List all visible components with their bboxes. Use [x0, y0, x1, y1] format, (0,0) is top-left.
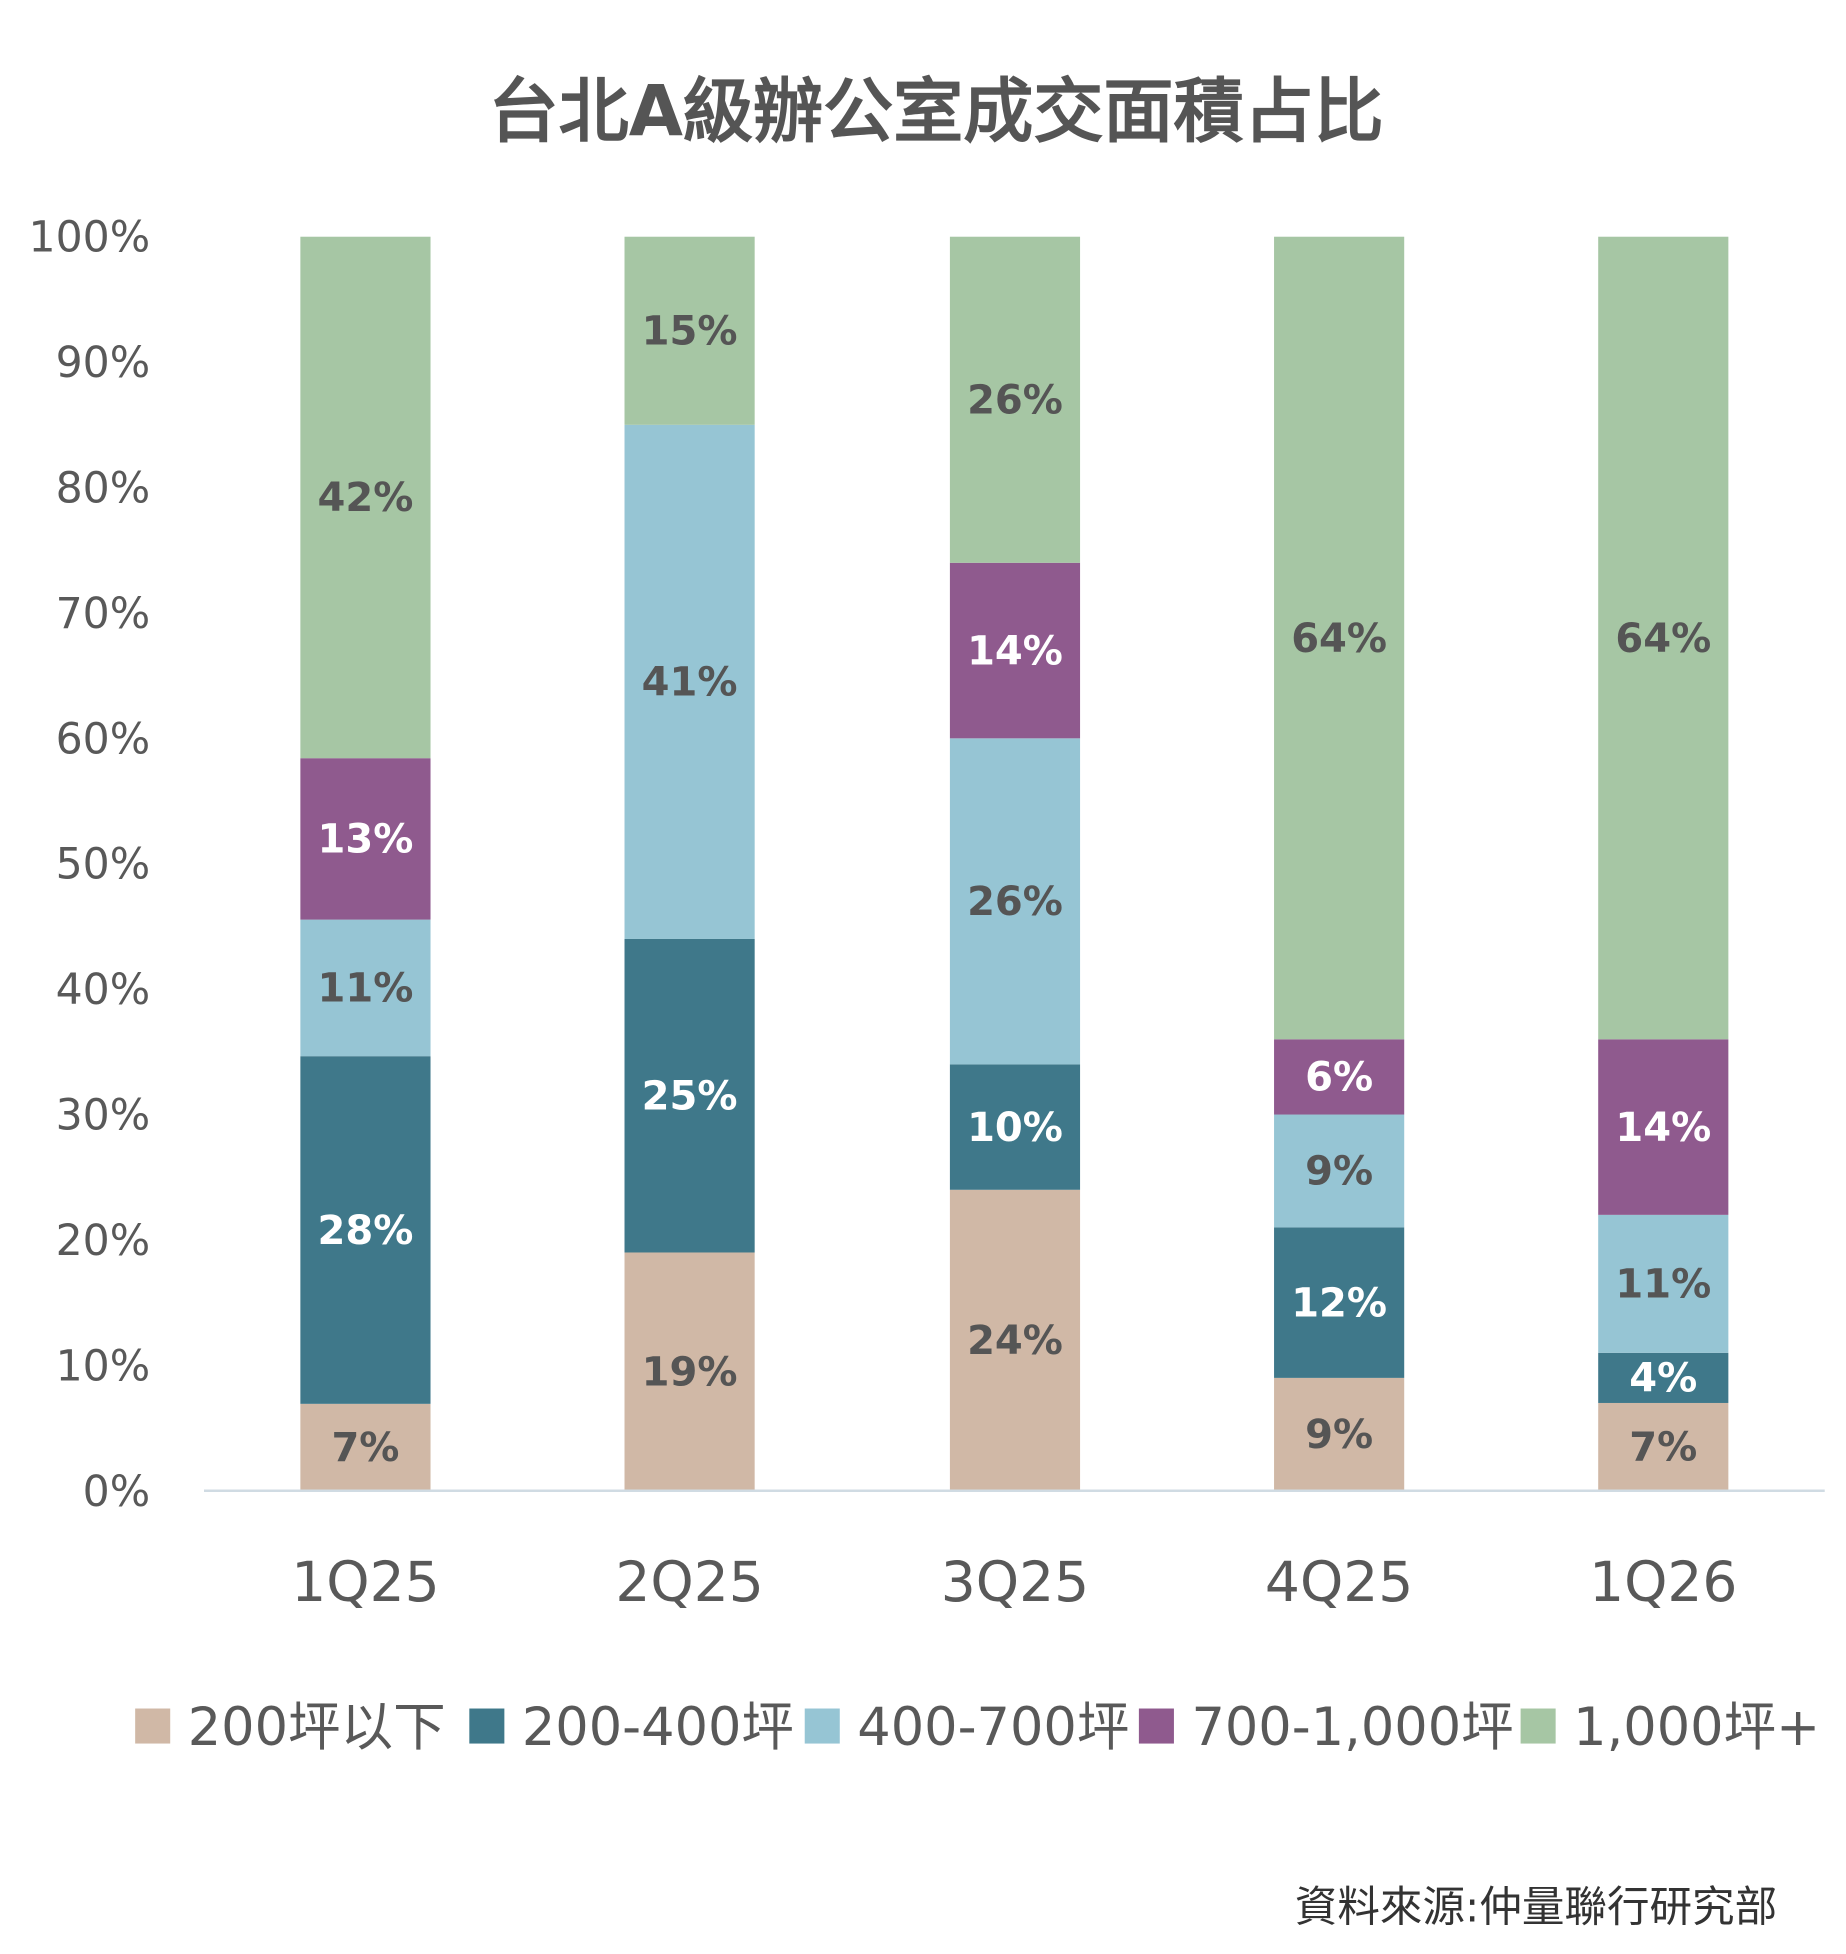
data-label: 10%: [967, 1105, 1063, 1151]
data-label: 11%: [1615, 1262, 1711, 1308]
legend-label: 1,000坪+: [1573, 1697, 1820, 1758]
y-tick-label: 20%: [56, 1217, 151, 1266]
bar-stack-1Q25: 7% 28% 11% 13% 42%: [300, 236, 431, 1491]
source-note: 資料來源:仲量聯行研究部: [1295, 1883, 1777, 1932]
legend-label: 200-400坪: [522, 1697, 794, 1758]
bar-stack-3Q25: 24% 10% 26% 14% 26%: [949, 236, 1081, 1491]
bar-segment: [300, 1403, 431, 1491]
bar-segment: [300, 236, 431, 759]
data-label: 41%: [642, 660, 738, 706]
legend-item: 200-400坪: [469, 1697, 794, 1758]
data-label: 6%: [1305, 1055, 1373, 1101]
bars: 7% 28% 11% 13% 42% 19% 25% 41% 15% 24% 10% 26% 14% 26…: [300, 236, 1729, 1491]
data-label: 26%: [967, 879, 1063, 925]
data-label: 7%: [331, 1425, 399, 1471]
y-axis: 0% 10% 20% 30% 40% 50% 60% 70% 80% 90% 100%: [29, 214, 151, 1517]
legend-swatch: [804, 1708, 840, 1744]
legend-item: 200坪以下: [135, 1697, 446, 1758]
y-tick-label: 30%: [56, 1092, 151, 1141]
y-tick-label: 80%: [56, 465, 151, 514]
bar-segment: [1274, 1114, 1405, 1228]
legend-swatch: [1520, 1708, 1556, 1744]
legend-item: 400-700坪: [804, 1697, 1129, 1758]
bar-segment: [624, 236, 755, 425]
data-label: 7%: [1629, 1425, 1697, 1471]
y-tick-label: 10%: [56, 1342, 151, 1391]
bar-segment: [624, 938, 755, 1253]
data-label: 42%: [318, 475, 414, 521]
data-label: 64%: [1615, 616, 1711, 662]
bar-stack-4Q25: 9% 12% 9% 6% 64%: [1274, 236, 1405, 1491]
bar-segment: [949, 236, 1081, 563]
bar-segment: [1598, 236, 1729, 1040]
x-tick-label: 1Q25: [291, 1550, 439, 1614]
data-label: 13%: [318, 817, 414, 863]
legend-item: 700-1,000坪: [1138, 1697, 1514, 1758]
data-label: 9%: [1305, 1149, 1373, 1195]
bar-segment: [300, 919, 431, 1057]
chart-title: 台北A級辦公室成交面積占比: [489, 70, 1384, 152]
data-label: 28%: [318, 1208, 414, 1254]
x-tick-label: 2Q25: [615, 1550, 763, 1614]
data-label: 24%: [967, 1318, 1063, 1364]
bar-segment: [624, 424, 755, 939]
data-label: 4%: [1629, 1356, 1697, 1402]
bar-segment: [1598, 1214, 1729, 1353]
bar-segment: [949, 1189, 1081, 1491]
bar-stack-1Q26: 7% 4% 11% 14% 64%: [1598, 236, 1729, 1491]
data-label: 12%: [1291, 1280, 1387, 1326]
y-tick-label: 100%: [29, 214, 151, 263]
bar-segment: [1274, 1227, 1405, 1378]
legend-swatch: [135, 1708, 171, 1744]
bar-segment: [624, 1252, 755, 1491]
data-label: 14%: [967, 628, 1063, 674]
bar-segment: [1274, 1377, 1405, 1491]
y-tick-label: 50%: [56, 841, 151, 890]
y-tick-label: 70%: [56, 590, 151, 639]
legend: 200坪以下 200-400坪 400-700坪 700-1,000坪 1,000坪+: [135, 1697, 1820, 1758]
data-label: 15%: [642, 309, 738, 355]
bar-segment: [1598, 1352, 1729, 1403]
y-tick-label: 90%: [56, 339, 151, 388]
legend-label: 200坪以下: [188, 1697, 446, 1758]
legend-swatch: [469, 1708, 505, 1744]
legend-swatch: [1138, 1708, 1174, 1744]
y-tick-label: 40%: [56, 966, 151, 1015]
bar-segment: [1598, 1039, 1729, 1215]
data-label: 64%: [1291, 616, 1387, 662]
bar-stack-2Q25: 19% 25% 41% 15%: [624, 236, 755, 1491]
x-tick-label: 4Q25: [1265, 1550, 1413, 1614]
x-tick-label: 3Q25: [941, 1550, 1089, 1614]
y-tick-label: 0%: [83, 1468, 151, 1517]
data-label: 14%: [1615, 1105, 1711, 1151]
bar-segment: [949, 562, 1081, 739]
bar-segment: [1598, 1402, 1729, 1491]
bar-segment: [300, 758, 431, 920]
bar-segment: [949, 1064, 1081, 1190]
data-label: 19%: [642, 1349, 738, 1395]
legend-label: 400-700坪: [857, 1697, 1129, 1758]
legend-item: 1,000坪+: [1520, 1697, 1820, 1758]
data-label: 26%: [967, 378, 1063, 424]
bar-segment: [949, 738, 1081, 1065]
bar-segment: [1274, 1039, 1405, 1115]
bar-segment: [300, 1056, 431, 1404]
x-axis: 1Q25 2Q25 3Q25 4Q25 1Q26: [291, 1550, 1737, 1614]
data-label: 9%: [1305, 1412, 1373, 1458]
data-label: 11%: [318, 966, 414, 1012]
data-label: 25%: [642, 1073, 738, 1119]
y-tick-label: 60%: [56, 715, 151, 764]
bar-segment: [1274, 236, 1405, 1040]
x-tick-label: 1Q26: [1589, 1550, 1737, 1614]
legend-label: 700-1,000坪: [1191, 1697, 1513, 1758]
